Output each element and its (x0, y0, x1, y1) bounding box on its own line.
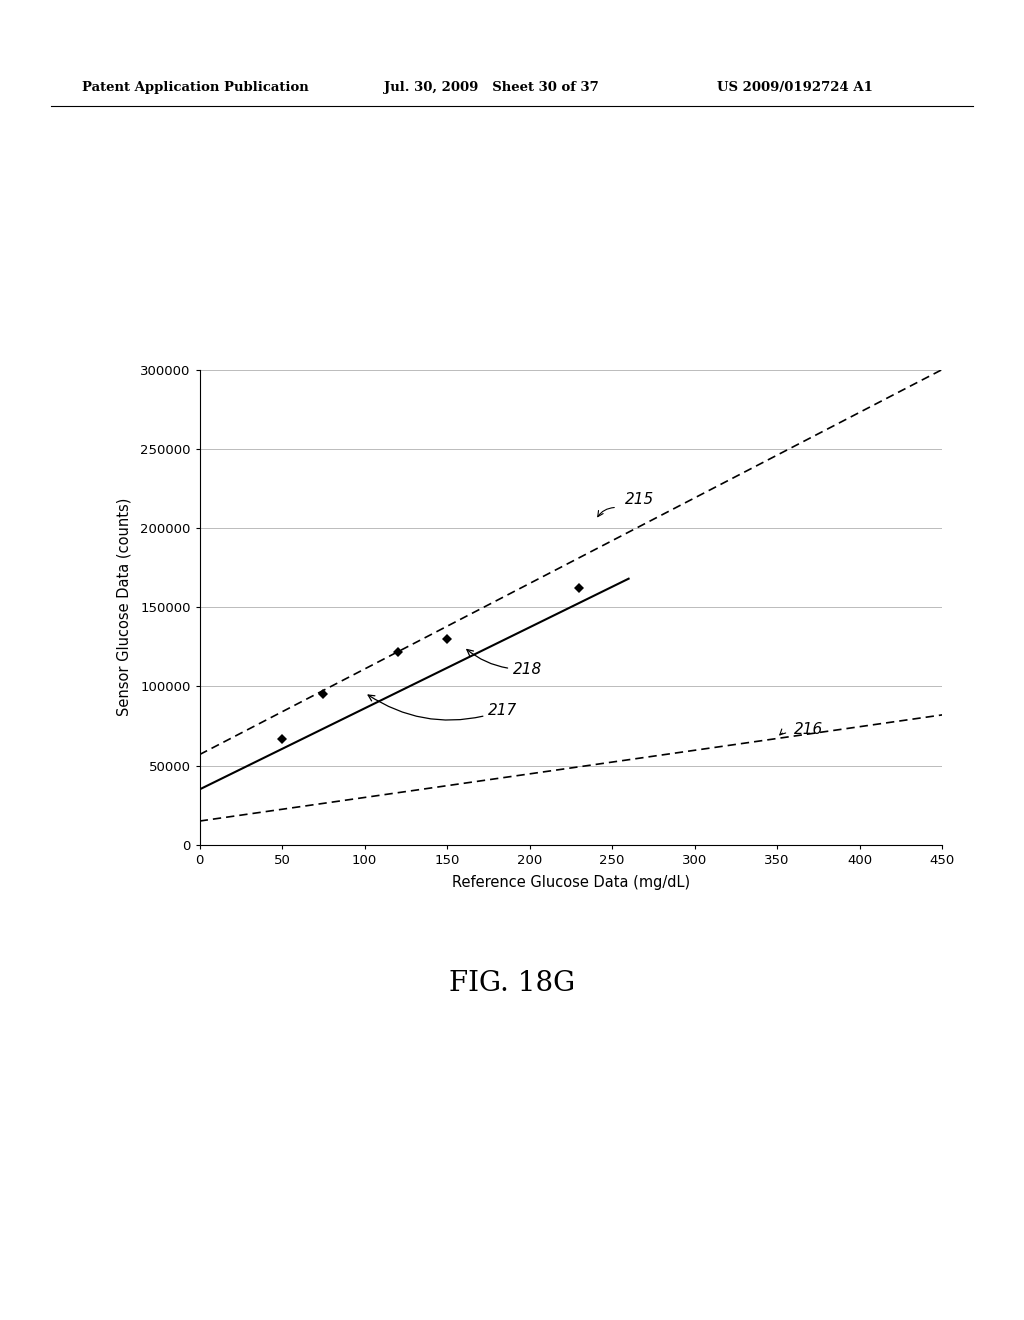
Text: 215: 215 (626, 492, 654, 507)
Text: Jul. 30, 2009   Sheet 30 of 37: Jul. 30, 2009 Sheet 30 of 37 (384, 81, 599, 94)
Text: 218: 218 (467, 649, 543, 677)
X-axis label: Reference Glucose Data (mg/dL): Reference Glucose Data (mg/dL) (452, 875, 690, 890)
Text: US 2009/0192724 A1: US 2009/0192724 A1 (717, 81, 872, 94)
Text: 216: 216 (794, 722, 823, 737)
Text: 217: 217 (369, 696, 518, 719)
Text: FIG. 18G: FIG. 18G (449, 970, 575, 997)
Y-axis label: Sensor Glucose Data (counts): Sensor Glucose Data (counts) (117, 498, 132, 717)
Text: Patent Application Publication: Patent Application Publication (82, 81, 308, 94)
